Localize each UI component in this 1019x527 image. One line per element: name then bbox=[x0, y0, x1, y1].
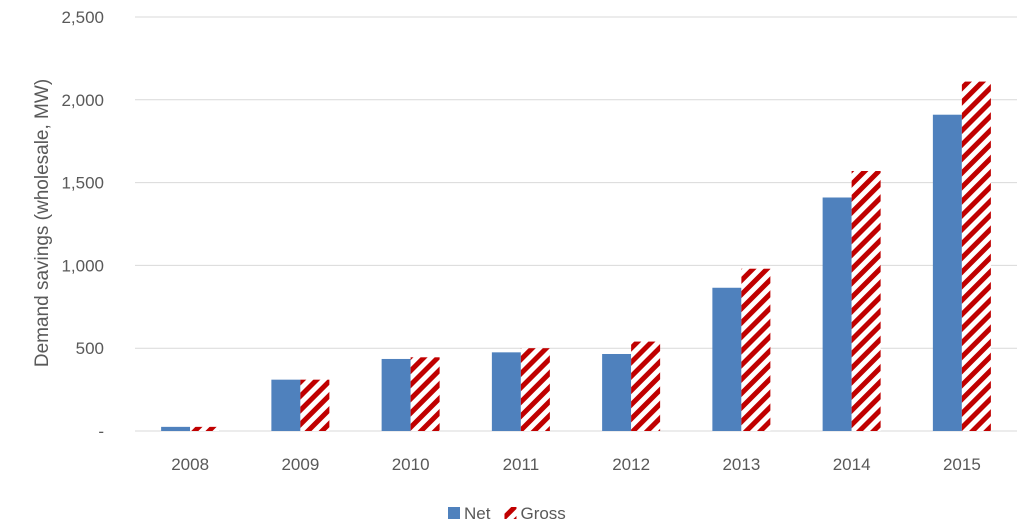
bar-net-2014 bbox=[822, 197, 852, 431]
x-tick-label: 2012 bbox=[612, 455, 650, 474]
bar-gross-2012 bbox=[631, 341, 661, 431]
bar-net-2012 bbox=[602, 353, 632, 431]
bar-gross-2013 bbox=[741, 268, 771, 431]
y-tick-label: 500 bbox=[76, 339, 104, 358]
legend-label-net: Net bbox=[464, 504, 491, 523]
gridlines bbox=[135, 16, 1017, 432]
legend-swatch-net bbox=[448, 507, 460, 519]
y-axis-title: Demand savings (wholesale, MW) bbox=[32, 79, 53, 367]
bar-gross-2014 bbox=[851, 171, 881, 431]
x-axis-ticks: 2008 2009 2010 2011 2012 2013 2014 2015 bbox=[171, 455, 981, 474]
legend-swatch-gross bbox=[504, 507, 517, 519]
bar-gross-2015 bbox=[961, 81, 991, 432]
x-tick-label: 2009 bbox=[281, 455, 319, 474]
bar-gross-2011 bbox=[520, 348, 550, 431]
bar-gross-2010 bbox=[410, 357, 440, 431]
y-tick-label: 1,000 bbox=[61, 256, 104, 275]
legend-label-gross: Gross bbox=[520, 504, 565, 523]
x-tick-label: 2008 bbox=[171, 455, 209, 474]
x-tick-label: 2010 bbox=[392, 455, 430, 474]
x-tick-label: 2013 bbox=[722, 455, 760, 474]
bar-net-2008 bbox=[161, 426, 191, 431]
y-tick-label: 1,500 bbox=[61, 174, 104, 193]
bar-net-2010 bbox=[381, 358, 411, 431]
legend: Net Gross bbox=[448, 504, 566, 523]
y-tick-label: - bbox=[98, 422, 104, 441]
bar-net-2009 bbox=[271, 379, 301, 431]
bar-gross-2009 bbox=[300, 379, 330, 431]
bar-gross-2008 bbox=[190, 426, 220, 431]
x-tick-label: 2014 bbox=[833, 455, 871, 474]
bar-net-2013 bbox=[712, 287, 742, 431]
x-tick-label: 2015 bbox=[943, 455, 981, 474]
bars bbox=[161, 81, 991, 432]
y-tick-label: 2,000 bbox=[61, 91, 104, 110]
x-tick-label: 2011 bbox=[503, 455, 540, 474]
bar-net-2015 bbox=[932, 114, 962, 431]
bar-net-2011 bbox=[491, 352, 521, 431]
y-axis-ticks: - 500 1,000 1,500 2,000 2,500 bbox=[61, 8, 104, 441]
y-tick-label: 2,500 bbox=[61, 8, 104, 27]
